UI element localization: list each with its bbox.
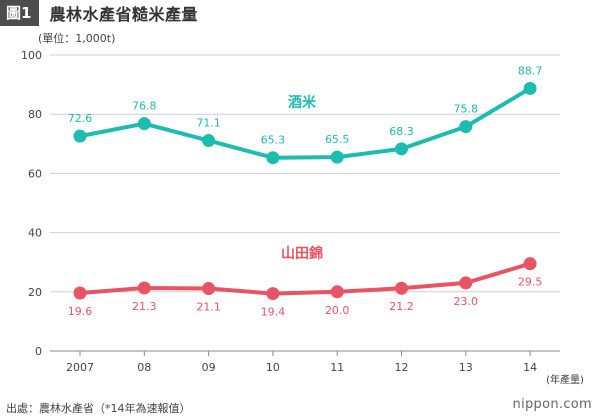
data-point	[395, 281, 408, 295]
x-tick-label: 2007	[66, 361, 94, 374]
x-tick-label: 10	[266, 361, 280, 374]
data-label: 21.3	[132, 300, 157, 313]
data-label: 71.1	[196, 117, 221, 130]
data-point	[330, 150, 344, 164]
data-label: 72.6	[68, 112, 93, 125]
data-point	[202, 282, 216, 296]
x-tick-label: 09	[202, 361, 216, 374]
x-tick-label: 12	[395, 361, 409, 374]
data-point	[330, 285, 344, 299]
data-label: 88.7	[518, 64, 543, 77]
data-point	[137, 117, 151, 131]
y-tick-label: 100	[21, 49, 42, 62]
y-tick-label: 80	[28, 108, 42, 121]
data-point	[266, 287, 280, 301]
data-point	[137, 281, 151, 295]
data-point	[266, 151, 280, 165]
data-label: 68.3	[389, 125, 414, 138]
x-tick-label: 14	[523, 361, 537, 374]
data-label: 65.3	[261, 134, 286, 147]
data-point	[73, 286, 87, 300]
x-tick-label: 13	[459, 361, 473, 374]
data-point	[523, 257, 537, 271]
y-axis-unit-label: (單位：1,000t)	[38, 32, 116, 45]
y-tick-label: 0	[35, 345, 42, 358]
data-point	[459, 276, 473, 290]
data-label: 21.2	[389, 300, 414, 313]
x-axis-unit-label: (年產量)	[546, 373, 584, 386]
data-label: 19.6	[68, 305, 93, 318]
series-name-label: 酒米	[288, 94, 317, 111]
data-label: 65.5	[325, 133, 350, 146]
x-tick-label: 11	[330, 361, 344, 374]
y-tick-label: 40	[28, 227, 42, 240]
data-label: 29.5	[518, 276, 543, 289]
figure-header: 圖1 農林水產省糙米產量	[0, 0, 198, 26]
data-label: 76.8	[132, 100, 157, 113]
figure-badge: 圖1	[0, 0, 40, 26]
series-line	[78, 86, 533, 160]
site-logo: nippon.com	[512, 397, 592, 412]
y-tick-label: 60	[28, 167, 42, 180]
data-label: 20.0	[325, 304, 350, 317]
data-label: 23.0	[454, 295, 479, 308]
series-line	[78, 261, 533, 296]
source-note: 出處：農林水產省（*14年為速報值）	[6, 402, 191, 415]
y-tick-label: 20	[28, 286, 42, 299]
data-point	[73, 129, 87, 143]
data-label: 19.4	[261, 306, 286, 319]
data-point	[459, 120, 473, 134]
data-point	[523, 81, 537, 95]
series-name-label: 山田錦	[281, 245, 323, 262]
data-label: 75.8	[454, 103, 479, 116]
data-label: 21.1	[196, 301, 221, 314]
chart-title: 農林水產省糙米產量	[49, 5, 198, 24]
data-point	[395, 142, 408, 156]
x-tick-label: 08	[137, 361, 151, 374]
data-point	[202, 134, 216, 148]
